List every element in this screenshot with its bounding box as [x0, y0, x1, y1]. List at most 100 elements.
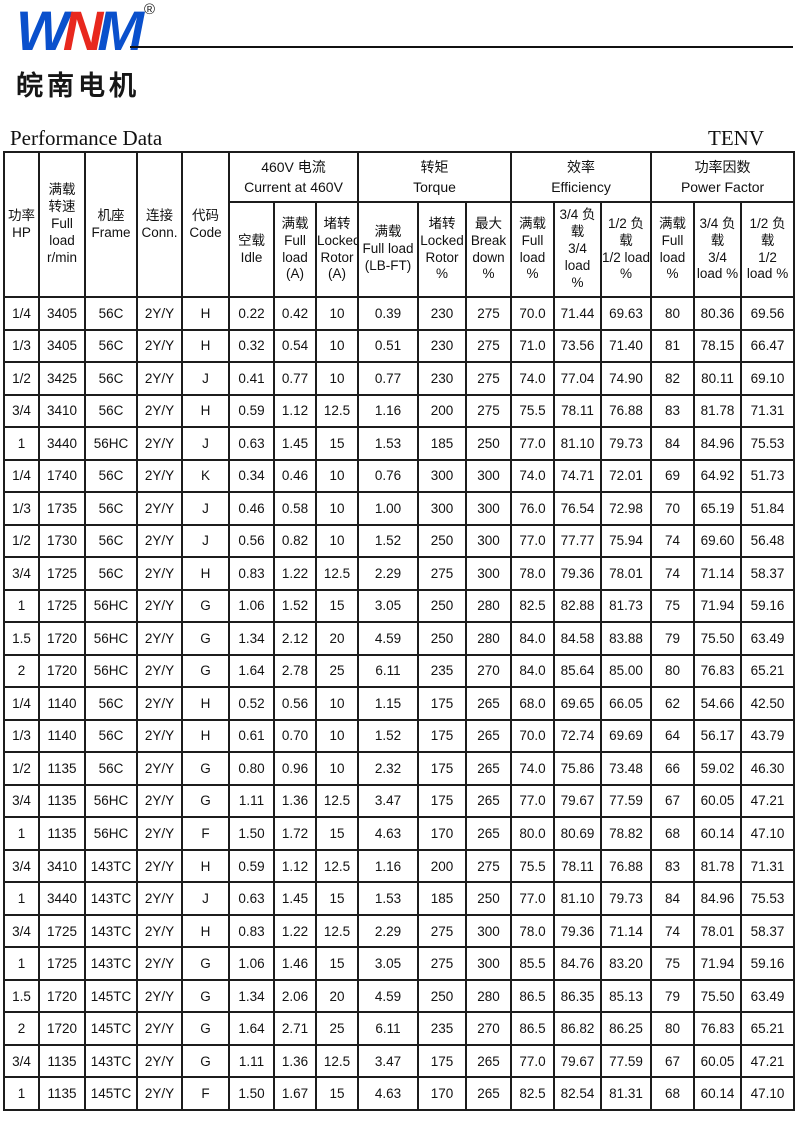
table-row: 1/2 1135 56C 2Y/Y G 0.80 0.96 10 2.32 175 265 74.0 7… — [3, 751, 796, 786]
table-row: 1/2 1730 56C 2Y/Y J 0.56 0.82 10 1.52 250 300 77.0 7… — [3, 523, 796, 559]
table-cell: 250 — [417, 588, 468, 624]
header-rule-line — [130, 46, 793, 48]
table-cell: 1140 — [38, 718, 86, 754]
table-cell: 1725 — [38, 913, 86, 949]
table-cell: 1.22 — [273, 556, 317, 591]
table-cell: 170 — [417, 816, 468, 851]
table-cell: 200 — [417, 848, 468, 884]
table-cell: 3.05 — [357, 588, 420, 624]
table-cell: G — [181, 621, 230, 656]
table-cell: 66 — [650, 751, 696, 786]
table-cell: 71.31 — [740, 848, 796, 884]
table-cell: 4.59 — [357, 978, 420, 1014]
table-cell: 74 — [650, 556, 696, 591]
table-cell: 1/4 — [3, 458, 40, 494]
table-cell: 82.5 — [510, 588, 556, 624]
sub-header-pf-34: 3/4 负 载 3/4 load % — [693, 201, 743, 298]
table-cell: 1/3 — [3, 491, 40, 526]
table-cell: 2Y/Y — [136, 686, 183, 721]
group-header-efficiency: 效率 Efficiency — [510, 151, 653, 203]
logo-letter-w: W — [16, 0, 69, 62]
table-cell: 65.21 — [740, 1011, 796, 1046]
table-cell: J — [181, 361, 230, 396]
table-cell: 280 — [465, 621, 513, 656]
table-cell: 250 — [417, 621, 468, 656]
table-cell: 81.31 — [600, 1076, 653, 1111]
table-cell: 235 — [417, 1011, 468, 1046]
table-cell: 68 — [650, 816, 696, 851]
table-cell: J — [181, 881, 230, 916]
page-header: WNM ® 皖南电机 — [0, 0, 800, 120]
table-cell: 81.10 — [553, 881, 603, 916]
table-cell: 1135 — [38, 1043, 86, 1079]
table-cell: G — [181, 751, 230, 786]
table-cell: 84.76 — [553, 946, 603, 981]
table-cell: H — [181, 296, 230, 331]
table-cell: 275 — [465, 393, 513, 429]
col-header-hp: 功率 HP — [3, 151, 40, 298]
table-cell: 68 — [650, 1076, 696, 1111]
table-cell: 1.15 — [357, 686, 420, 721]
table-cell: 71.0 — [510, 328, 556, 364]
table-row: 3/4 1135 56HC 2Y/Y G 1.11 1.36 12.5 3.47 175 265 77… — [3, 783, 796, 819]
table-cell: 83.88 — [600, 621, 653, 656]
table-cell: 77.0 — [510, 881, 556, 916]
table-cell: 15 — [314, 946, 360, 981]
table-cell: G — [181, 588, 230, 624]
table-cell: 175 — [417, 783, 468, 819]
table-cell: 79.36 — [553, 556, 603, 591]
table-cell: H — [181, 718, 230, 754]
table-cell: 300 — [465, 458, 513, 494]
table-cell: 1.11 — [228, 1043, 275, 1079]
table-cell: 0.51 — [357, 328, 420, 364]
table-cell: 2Y/Y — [136, 491, 183, 526]
table-cell: 56C — [84, 458, 138, 494]
table-cell: 3/4 — [3, 913, 40, 949]
table-cell: 56.17 — [693, 718, 743, 754]
table-cell: 74 — [650, 523, 696, 559]
table-row: 1/2 3425 56C 2Y/Y J 0.41 0.77 10 0.77 230 275 74.0 7… — [3, 361, 796, 396]
table-cell: G — [181, 1043, 230, 1079]
table-cell: 54.66 — [693, 686, 743, 721]
table-cell: 75 — [650, 588, 696, 624]
table-cell: 0.56 — [273, 686, 317, 721]
table-cell: 145TC — [84, 978, 138, 1014]
table-cell: 78.11 — [553, 393, 603, 429]
table-cell: 3.47 — [357, 783, 420, 819]
table-cell: 70.0 — [510, 296, 556, 331]
table-cell: G — [181, 978, 230, 1014]
table-cell: 46.30 — [740, 751, 796, 786]
table-cell: 0.59 — [228, 393, 275, 429]
table-cell: 69.69 — [600, 718, 653, 754]
table-cell: 0.83 — [228, 556, 275, 591]
table-cell: 2Y/Y — [136, 848, 183, 884]
table-cell: 0.58 — [273, 491, 317, 526]
table-cell: 175 — [417, 686, 468, 721]
sub-header-idle: 空载 Idle — [228, 201, 275, 298]
table-row: 1 3440 143TC 2Y/Y J 0.63 1.45 15 1.53 185 250 77.0 8… — [3, 881, 796, 916]
table-cell: 78.01 — [693, 913, 743, 949]
table-cell: 1.06 — [228, 588, 275, 624]
table-cell: 56C — [84, 718, 138, 754]
table-cell: 79.73 — [600, 426, 653, 461]
table-cell: 75.5 — [510, 393, 556, 429]
table-cell: 60.05 — [693, 1043, 743, 1079]
header-group-row: 功率 HP 满载 转速 Full load r/min 机座 Frame 连接 … — [3, 151, 796, 298]
table-cell: 65.19 — [693, 491, 743, 526]
table-cell: 0.22 — [228, 296, 275, 331]
table-cell: 68.0 — [510, 686, 556, 721]
table-cell: 80.0 — [510, 816, 556, 851]
table-cell: 1.12 — [273, 393, 317, 429]
table-cell: 250 — [465, 426, 513, 461]
table-cell: 56HC — [84, 783, 138, 819]
table-cell: 3.05 — [357, 946, 420, 981]
table-cell: 1725 — [38, 946, 86, 981]
table-cell: 2Y/Y — [136, 783, 183, 819]
table-cell: 0.82 — [273, 523, 317, 559]
table-cell: 3405 — [38, 296, 86, 331]
table-cell: 3.47 — [357, 1043, 420, 1079]
table-cell: 86.25 — [600, 1011, 653, 1046]
table-cell: 76.88 — [600, 848, 653, 884]
table-cell: 1135 — [38, 816, 86, 851]
table-cell: 300 — [417, 491, 468, 526]
